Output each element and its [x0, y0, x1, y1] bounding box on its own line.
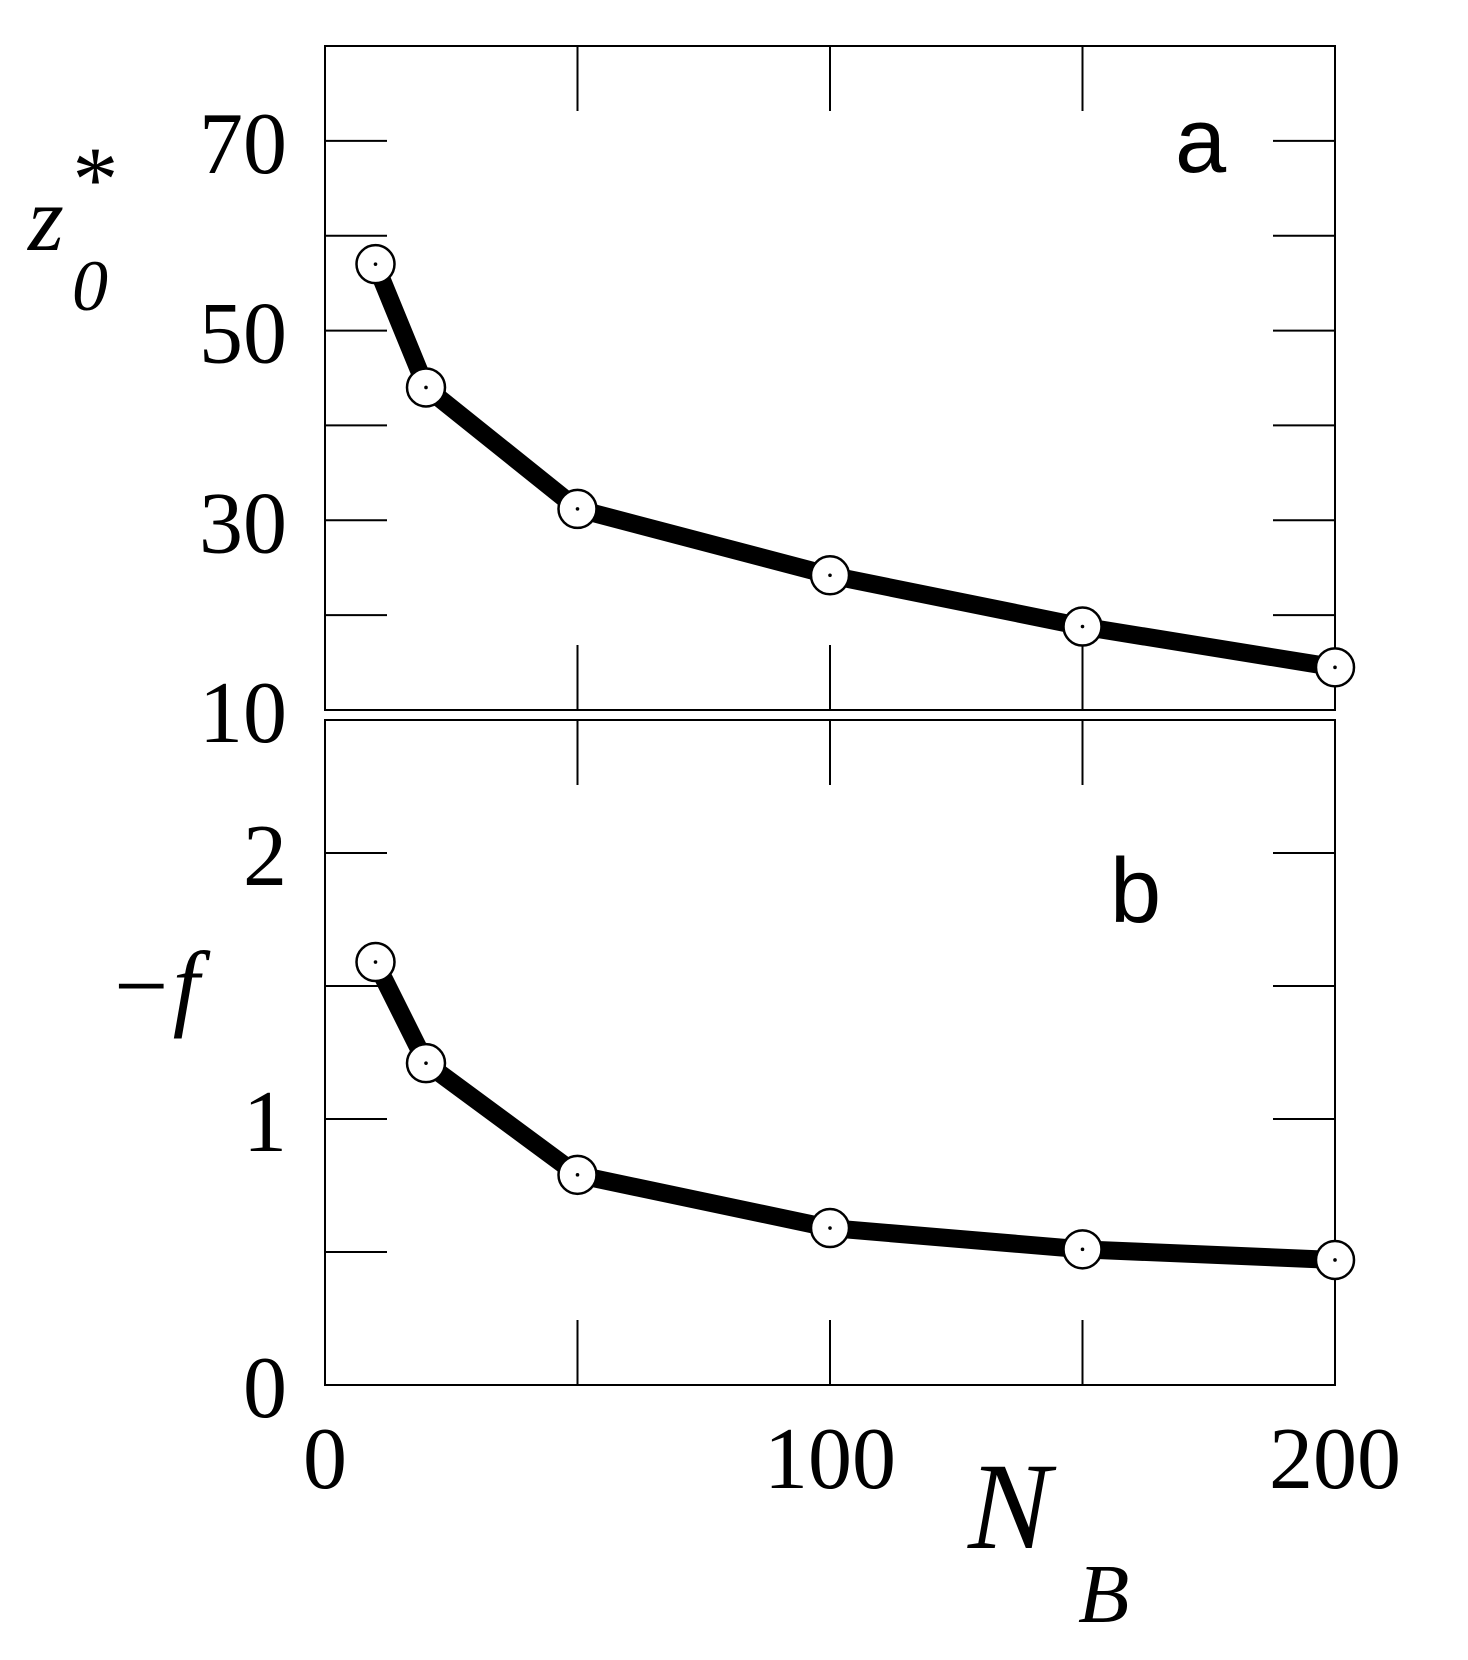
panel-a-tag: a: [1175, 90, 1227, 192]
data-point-center: [1080, 624, 1085, 629]
ytick-label: 30: [199, 475, 287, 572]
x-axis-label: N B: [967, 1438, 1129, 1641]
panel-b-ylabel: −f: [108, 932, 211, 1039]
data-point-center: [575, 1173, 580, 1177]
panel-a-ylabel: z * 0: [26, 128, 114, 326]
panel-a-ytick-labels: 10 30 50 70: [199, 96, 287, 762]
panel-a-ylabel-sup: *: [68, 128, 114, 230]
panel-b-frame: [324, 719, 1336, 1386]
panel-a-ylabel-main: z: [26, 168, 64, 270]
panel-a-ticks: [325, 46, 1335, 710]
ytick-label: 10: [199, 665, 287, 762]
ytick-label: 50: [199, 286, 287, 383]
xtick-label: 200: [1269, 1411, 1401, 1508]
series-line: [366, 255, 1344, 677]
x-axis-label-main: N: [967, 1438, 1057, 1575]
ytick-label: 2: [243, 808, 287, 905]
panel-b: 0 1 2 0 100 200 b −f N B: [108, 719, 1401, 1641]
x-tick-labels: 0 100 200: [303, 1411, 1401, 1508]
panel-b-tag: b: [1110, 840, 1161, 942]
panel-a: 10 30 50 70 a z * 0: [26, 45, 1356, 762]
xtick-label: 100: [764, 1411, 896, 1508]
data-point-center: [424, 385, 428, 390]
panel-b-series: [355, 941, 1356, 1281]
series-line: [366, 953, 1344, 1269]
data-point-center: [575, 507, 580, 511]
data-point-center: [828, 573, 832, 578]
ytick-label: 1: [243, 1074, 287, 1171]
panel-b-ticks: [325, 720, 1335, 1385]
x-axis-label-sub: B: [1078, 1548, 1129, 1641]
data-point-center: [373, 960, 378, 964]
ytick-label: 0: [243, 1340, 287, 1437]
panel-b-ytick-labels: 0 1 2: [243, 808, 287, 1437]
data-point-center: [828, 1226, 832, 1230]
panel-a-series: [355, 243, 1356, 688]
ytick-label: 70: [199, 96, 287, 193]
data-point-center: [1333, 665, 1337, 670]
data-point-center: [373, 262, 378, 266]
data-point-center: [424, 1061, 428, 1065]
data-point-center: [1080, 1247, 1085, 1252]
panel-a-ylabel-sub: 0: [72, 246, 108, 326]
data-point-center: [1333, 1258, 1337, 1262]
xtick-label: 0: [303, 1411, 347, 1508]
